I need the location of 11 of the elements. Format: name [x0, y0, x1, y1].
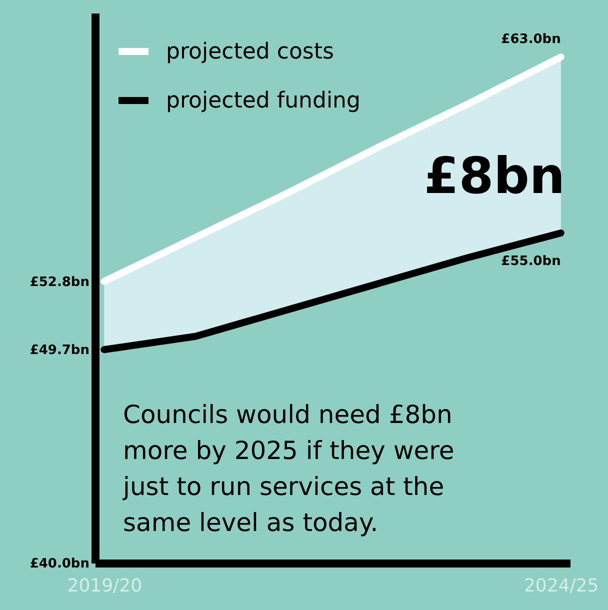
annotation: Councils would need £8bn more by 2025 if they were just to run services at the same level as today.	[122, 400, 454, 537]
x-tick-label: 2024/25	[524, 576, 599, 596]
annotation: £63.0bn	[501, 32, 561, 47]
y-tick-label: £40.0bn	[30, 556, 90, 572]
annotation: £55.0bn	[501, 254, 561, 269]
y-tick-label: £49.7bn	[30, 343, 90, 358]
legend-label: projected costs	[166, 40, 334, 64]
x-tick-label: 2019/20	[67, 576, 142, 596]
annotation: £8bn	[424, 147, 565, 205]
legend-label: projected funding	[166, 88, 360, 114]
y-tick-label: £52.8bn	[30, 274, 90, 290]
